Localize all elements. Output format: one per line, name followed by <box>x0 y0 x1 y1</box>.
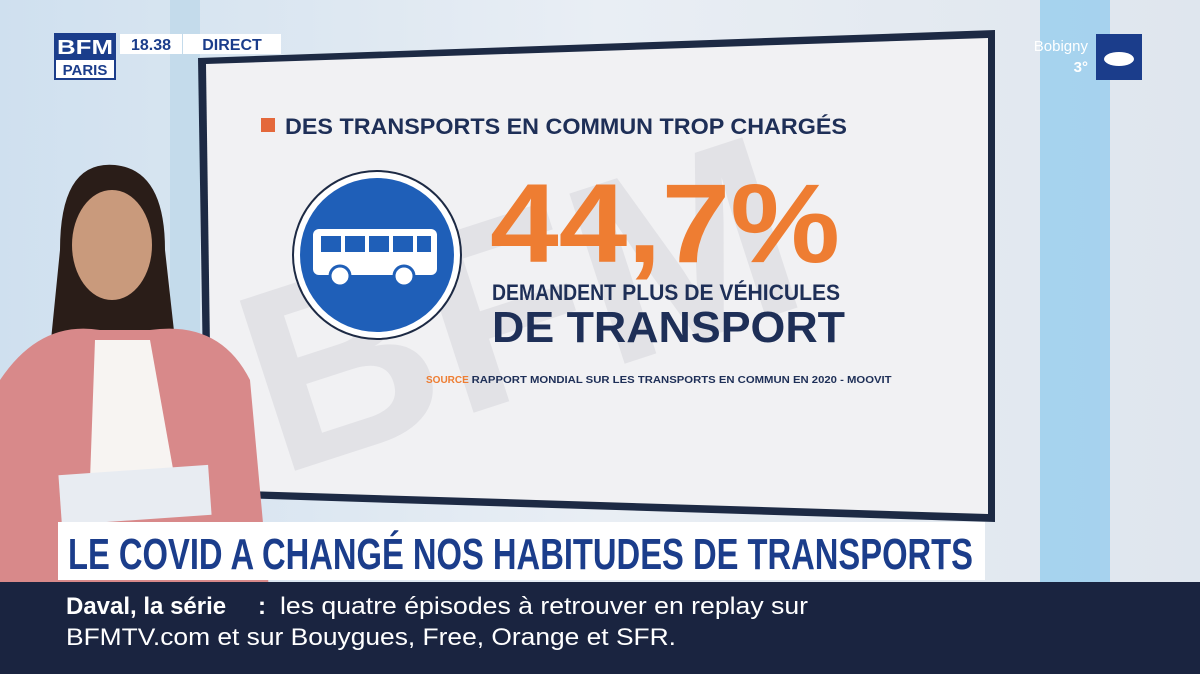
time-box <box>120 34 182 54</box>
live-label: DIRECT <box>202 37 262 54</box>
ticker-title: Daval, la série <box>66 593 226 620</box>
screen <box>206 38 988 514</box>
caption-bold: PLUS DE VÉHICULES <box>622 280 840 305</box>
screen-heading: DES TRANSPORTS EN COMMUN TROP CHARGÉS <box>285 114 847 139</box>
headline-bar <box>58 522 985 580</box>
bullet <box>261 118 275 132</box>
key-figure: 44,7% <box>490 161 840 286</box>
weather-temperature: 3° <box>1074 59 1088 76</box>
source: SOURCE RAPPORT MONDIAL SUR LES TRANSPORT… <box>426 375 892 386</box>
source-label: SOURCE <box>426 375 469 386</box>
caption-big: DE TRANSPORT <box>492 303 845 352</box>
live-box <box>183 34 281 54</box>
logo-brand: BFM <box>57 37 113 59</box>
source-text: RAPPORT MONDIAL SUR LES TRANSPORTS EN CO… <box>472 375 892 386</box>
weather-icon <box>1104 52 1134 66</box>
logo-region: PARIS <box>63 62 108 79</box>
headline: LE COVID A CHANGÉ NOS HABITUDES DE TRANS… <box>68 529 973 579</box>
ticker-line: les quatre épisodes à retrouver en repla… <box>280 593 808 620</box>
time: 18.38 <box>131 37 171 54</box>
bus-sign <box>292 170 462 340</box>
ticker-bar <box>0 582 1200 674</box>
ticker-separator: : <box>258 593 266 620</box>
caption-start: DEMANDENT <box>492 280 616 305</box>
ticker-line: BFMTV.com et sur Bouygues, Free, Orange … <box>66 624 676 651</box>
caption: DEMANDENT PLUS DE VÉHICULES <box>492 280 840 305</box>
logo-region-box <box>56 60 114 78</box>
weather-city: Bobigny <box>1034 38 1089 55</box>
studio-light <box>1040 0 1110 600</box>
